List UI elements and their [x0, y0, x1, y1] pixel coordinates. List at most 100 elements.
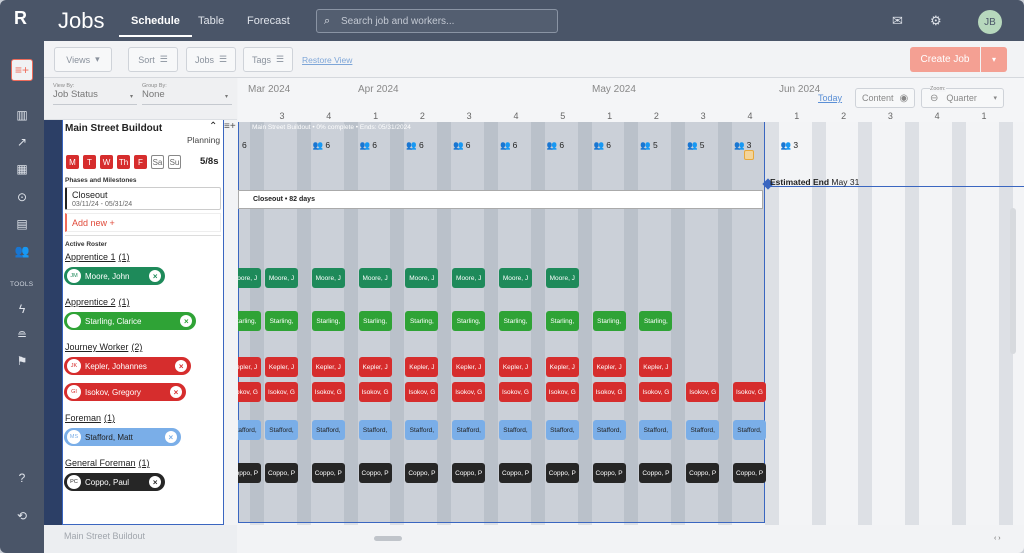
create-job-dropdown[interactable]: ▾	[981, 47, 1007, 72]
worker-assignment-block[interactable]: Isokov, G	[311, 382, 345, 402]
worker-assignment-block[interactable]: Coppo, P	[499, 463, 532, 483]
worker-assignment-block[interactable]: Isokov, G	[358, 382, 392, 402]
warning-icon[interactable]	[744, 150, 754, 160]
worker-assignment-block[interactable]: Starling,	[545, 311, 579, 331]
worker-chip[interactable]: Starling, Clarice ×	[64, 312, 197, 330]
help-icon[interactable]: ?	[18, 471, 26, 485]
worker-assignment-block[interactable]: Starling,	[639, 311, 673, 331]
workday-toggle[interactable]: W	[100, 155, 113, 169]
worker-assignment-block[interactable]: Isokov, G	[265, 382, 298, 402]
tab-table[interactable]: Table	[198, 15, 225, 27]
remove-worker-icon[interactable]: ×	[149, 270, 162, 282]
mail-icon[interactable]: ✉	[892, 13, 903, 28]
worker-assignment-block[interactable]: Coppo, P	[639, 463, 673, 483]
worker-assignment-block[interactable]: Coppo, P	[358, 463, 392, 483]
worker-assignment-block[interactable]: Starling,	[499, 311, 532, 331]
worker-assignment-block[interactable]: Stafford,	[238, 420, 261, 440]
tab-schedule[interactable]: Schedule	[119, 15, 192, 37]
app-logo[interactable]: R	[14, 8, 27, 28]
worker-assignment-block[interactable]: Coppo, P	[686, 463, 720, 483]
worker-assignment-block[interactable]: Kepler, J	[358, 357, 392, 377]
worker-assignment-block[interactable]: Coppo, P	[545, 463, 579, 483]
worker-assignment-block[interactable]: Kepler, J	[311, 357, 345, 377]
search-input[interactable]: ⌕ Search job and workers...	[316, 9, 558, 33]
worker-assignment-block[interactable]: Stafford,	[405, 420, 439, 440]
role-header[interactable]: Apprentice 2 (1)	[65, 297, 130, 307]
remove-worker-icon[interactable]: ×	[149, 476, 162, 488]
chevron-up-icon[interactable]: ⌃	[209, 121, 218, 132]
worker-assignment-block[interactable]: Stafford,	[265, 420, 298, 440]
gear-icon[interactable]: ⚙	[930, 13, 942, 28]
worker-assignment-block[interactable]: Coppo, P	[592, 463, 626, 483]
lightning-icon[interactable]: ϟ	[18, 302, 26, 316]
worker-assignment-block[interactable]: Starling,	[311, 311, 345, 331]
restore-view-link[interactable]: Restore View	[302, 55, 353, 65]
worker-assignment-block[interactable]: Coppo, P	[238, 463, 261, 483]
worker-assignment-block[interactable]: Moore, J	[499, 268, 532, 288]
workday-toggle[interactable]: T	[83, 155, 96, 169]
worker-assignment-block[interactable]: Starling,	[452, 311, 486, 331]
table-icon[interactable]: ▦	[16, 162, 28, 176]
location-icon[interactable]: ⊙	[16, 190, 28, 204]
content-toggle[interactable]: Content ◉	[855, 88, 915, 108]
worker-assignment-block[interactable]: Stafford,	[686, 420, 720, 440]
worker-assignment-block[interactable]: Stafford,	[592, 420, 626, 440]
worker-assignment-block[interactable]: Moore, J	[405, 268, 439, 288]
workday-toggle[interactable]: Th	[117, 155, 130, 169]
worker-assignment-block[interactable]: Stafford,	[499, 420, 532, 440]
worker-assignment-block[interactable]: Kepler, J	[265, 357, 298, 377]
role-header[interactable]: General Foreman (1)	[65, 458, 150, 468]
building-icon[interactable]: ▤	[16, 217, 28, 231]
create-job-button[interactable]: Create Job	[910, 47, 980, 72]
worker-assignment-block[interactable]: Starling,	[592, 311, 626, 331]
phase-bar[interactable]: Closeout • 82 days	[238, 190, 763, 209]
worker-assignment-block[interactable]: Kepler, J	[639, 357, 673, 377]
worker-assignment-block[interactable]: Stafford,	[733, 420, 766, 440]
next-job-row[interactable]: Main Street Buildout	[44, 525, 237, 553]
worker-chip[interactable]: JM Moore, John ×	[64, 267, 166, 285]
remove-worker-icon[interactable]: ×	[175, 360, 188, 372]
jobs-filter-button[interactable]: Jobs ☰	[186, 47, 236, 72]
worker-assignment-block[interactable]: Kepler, J	[499, 357, 532, 377]
job-name[interactable]: Main Street Buildout	[65, 123, 163, 134]
worker-assignment-block[interactable]: Stafford,	[358, 420, 392, 440]
worker-assignment-block[interactable]: Isokov, G	[545, 382, 579, 402]
role-header[interactable]: Journey Worker (2)	[65, 342, 142, 352]
scroll-arrows-icon[interactable]: ‹ ›	[994, 535, 1001, 542]
signal-icon[interactable]: ≘	[16, 328, 28, 342]
tags-filter-button[interactable]: Tags ☰	[243, 47, 293, 72]
workday-toggle[interactable]: Su	[168, 155, 181, 169]
worker-assignment-block[interactable]: Isokov, G	[499, 382, 532, 402]
worker-assignment-block[interactable]: Coppo, P	[311, 463, 345, 483]
worker-assignment-block[interactable]: Isokov, G	[238, 382, 261, 402]
worker-assignment-block[interactable]: Isokov, G	[452, 382, 486, 402]
workday-toggle[interactable]: M	[66, 155, 79, 169]
vertical-scrollbar[interactable]	[1010, 208, 1016, 354]
workday-toggle[interactable]: Sa	[151, 155, 164, 169]
worker-assignment-block[interactable]: Moore, J	[238, 268, 261, 288]
worker-assignment-block[interactable]: Kepler, J	[592, 357, 626, 377]
tab-forecast[interactable]: Forecast	[247, 15, 290, 27]
worker-assignment-block[interactable]: Starling,	[358, 311, 392, 331]
worker-assignment-block[interactable]: Coppo, P	[405, 463, 439, 483]
add-row-icon[interactable]: ≡+	[224, 121, 236, 132]
role-header[interactable]: Apprentice 1 (1)	[65, 252, 130, 262]
today-link[interactable]: Today	[818, 93, 843, 103]
worker-assignment-block[interactable]: Moore, J	[311, 268, 345, 288]
analytics-icon[interactable]: ↗	[16, 135, 28, 149]
people-icon[interactable]: 👥	[14, 244, 30, 258]
worker-assignment-block[interactable]: Coppo, P	[452, 463, 486, 483]
worker-assignment-block[interactable]: Kepler, J	[405, 357, 439, 377]
worker-assignment-block[interactable]: Moore, J	[265, 268, 298, 288]
workday-toggle[interactable]: F	[134, 155, 147, 169]
worker-assignment-block[interactable]: Moore, J	[358, 268, 392, 288]
worker-assignment-block[interactable]: Isokov, G	[733, 382, 766, 402]
phase-item[interactable]: Closeout 03/11/24 - 05/31/24	[65, 187, 221, 210]
worker-assignment-block[interactable]: Starling,	[405, 311, 439, 331]
worker-chip[interactable]: GI Isokov, Gregory ×	[64, 383, 186, 401]
worker-assignment-block[interactable]: Starling,	[238, 311, 261, 331]
worker-chip[interactable]: JK Kepler, Johannes ×	[64, 357, 192, 375]
horizontal-scrollbar[interactable]	[374, 536, 402, 541]
worker-assignment-block[interactable]: Kepler, J	[545, 357, 579, 377]
add-phase-button[interactable]: Add new +	[65, 213, 221, 232]
